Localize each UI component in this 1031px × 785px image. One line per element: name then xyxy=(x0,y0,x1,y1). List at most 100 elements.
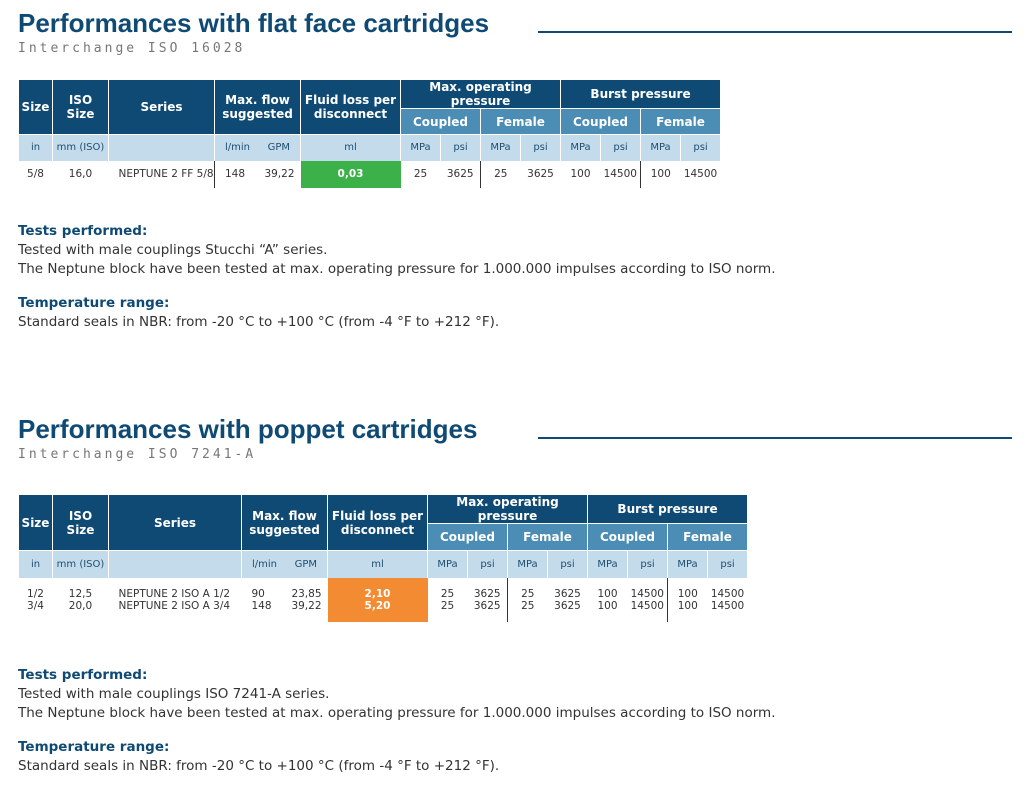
cell-fluid-loss: 0,03 xyxy=(300,160,401,188)
unit-in: in xyxy=(18,134,53,161)
unit-mpa: MPa xyxy=(507,550,548,578)
unit-gpm: GPM xyxy=(285,550,328,578)
header-series: Series xyxy=(108,494,242,551)
header-max-flow: Max. flow suggested xyxy=(241,494,328,551)
unit-mm: mm (ISO) xyxy=(52,134,109,161)
cell-iso: 20,0 xyxy=(68,599,93,612)
header-size: Size xyxy=(18,79,53,135)
unit-psi: psi xyxy=(467,550,508,578)
tests-heading: Tests performed: xyxy=(18,223,148,239)
section2-notes: Tests performed: Tested with male coupli… xyxy=(18,666,776,776)
cell-psi: 14500 xyxy=(710,599,745,612)
unit-lmin: l/min xyxy=(214,134,259,161)
cell-psi: 14500 xyxy=(627,577,669,600)
title-rule xyxy=(538,437,1012,439)
table-row: 5/8 16,0 NEPTUNE 2 FF 5/8 148 39,22 0,03… xyxy=(19,160,721,188)
header-iso-size: ISO Size xyxy=(52,494,109,551)
cell-mpa: 25 xyxy=(521,587,535,600)
header-max-flow: Max. flow suggested xyxy=(214,79,301,135)
unit-gpm: GPM xyxy=(258,134,301,161)
unit-psi: psi xyxy=(680,134,722,161)
cell-iso: 16,0 xyxy=(68,168,93,180)
section1-title: Performances with flat face cartridges xyxy=(18,8,490,38)
temperature-heading: Temperature range: xyxy=(18,295,170,311)
tests-line: Tested with male couplings ISO 7241-A se… xyxy=(18,686,330,702)
tests-line: The Neptune block have been tested at ma… xyxy=(18,705,776,721)
cell-psi: 3625 xyxy=(527,168,554,180)
cell-psi: 14500 xyxy=(600,160,642,188)
cell-mpa: 25 xyxy=(440,587,455,600)
cell-mpa: 25 xyxy=(521,599,535,612)
cell-size: 5/8 xyxy=(27,168,44,180)
unit-mm: mm (ISO) xyxy=(52,550,109,578)
cell-psi: 3625 xyxy=(467,577,508,600)
section2-title: Performances with poppet cartridges xyxy=(18,414,478,444)
temperature-line: Standard seals in NBR: from -20 °C to +1… xyxy=(18,314,500,330)
header-coupled: Coupled xyxy=(400,108,481,135)
unit-mpa: MPa xyxy=(640,134,682,161)
section2-subtitle: Interchange ISO 7241-A xyxy=(18,447,257,462)
cell-mpa: 25 xyxy=(413,168,428,180)
header-coupled: Coupled xyxy=(560,108,642,135)
table-row: 3/4 20,0 NEPTUNE 2 ISO A 3/4 148 39,22 5… xyxy=(19,599,748,622)
unit-psi: psi xyxy=(627,550,669,578)
cell-mpa: 100 xyxy=(597,587,618,600)
unit-mpa: MPa xyxy=(560,134,602,161)
tests-line: The Neptune block have been tested at ma… xyxy=(18,261,776,277)
cell-mpa: 25 xyxy=(440,599,455,612)
unit-lmin: l/min xyxy=(241,550,286,578)
cell-series: NEPTUNE 2 ISO A 3/4 xyxy=(118,599,231,612)
section1-subtitle: Interchange ISO 16028 xyxy=(18,41,246,56)
cell-size: 1/2 xyxy=(27,587,44,600)
unit-mpa: MPa xyxy=(400,134,441,161)
header-female: Female xyxy=(479,108,562,135)
table-row: 1/2 12,5 NEPTUNE 2 ISO A 1/2 90 23,85 2,… xyxy=(19,577,748,600)
unit-blank xyxy=(108,550,242,578)
cell-lmin: 90 xyxy=(251,587,265,600)
unit-psi: psi xyxy=(600,134,642,161)
cell-lmin: 148 xyxy=(225,168,246,180)
tests-heading: Tests performed: xyxy=(18,667,148,683)
unit-in: in xyxy=(18,550,53,578)
cell-fluid-loss: 2,10 xyxy=(327,577,428,600)
unit-psi: psi xyxy=(519,134,562,161)
unit-ml: ml xyxy=(327,550,428,578)
cell-gpm: 39,22 xyxy=(264,168,295,180)
poppet-table: Size ISO Size Series Max. flow suggested… xyxy=(18,494,749,622)
cell-series: NEPTUNE 2 ISO A 1/2 xyxy=(118,587,231,600)
cell-lmin: 148 xyxy=(251,599,272,612)
header-female: Female xyxy=(506,523,589,551)
cell-mpa: 100 xyxy=(650,168,671,180)
header-burst-pressure: Burst pressure xyxy=(587,494,749,524)
cell-psi: 3625 xyxy=(554,599,581,612)
unit-mpa: MPa xyxy=(587,550,629,578)
cell-mpa: 100 xyxy=(597,599,618,612)
temperature-heading: Temperature range: xyxy=(18,739,170,755)
cell-psi: 3625 xyxy=(467,599,508,622)
cell-mpa: 100 xyxy=(677,587,698,600)
cell-psi: 3625 xyxy=(440,160,481,188)
unit-psi: psi xyxy=(546,550,589,578)
cell-psi: 14500 xyxy=(710,587,745,600)
cell-mpa: 100 xyxy=(570,168,591,180)
header-female: Female xyxy=(667,523,749,551)
header-fluid-loss: Fluid loss per disconnect xyxy=(327,494,428,551)
section1-notes: Tests performed: Tested with male coupli… xyxy=(18,222,776,332)
cell-mpa: 100 xyxy=(677,599,698,612)
header-female: Female xyxy=(640,108,722,135)
header-burst-pressure: Burst pressure xyxy=(560,79,722,109)
temperature-line: Standard seals in NBR: from -20 °C to +1… xyxy=(18,758,500,774)
header-coupled: Coupled xyxy=(587,523,669,551)
title-rule xyxy=(538,31,1012,33)
header-coupled: Coupled xyxy=(427,523,508,551)
unit-ml: ml xyxy=(300,134,401,161)
cell-gpm: 39,22 xyxy=(291,599,322,612)
header-max-operating-pressure: Max. operating pressure xyxy=(426,494,589,524)
cell-psi: 14500 xyxy=(683,168,718,180)
unit-blank xyxy=(108,134,215,161)
cell-fluid-loss: 5,20 xyxy=(327,599,428,622)
cell-psi: 3625 xyxy=(554,587,581,600)
unit-psi: psi xyxy=(707,550,749,578)
header-max-operating-pressure: Max. operating pressure xyxy=(399,79,562,109)
unit-psi: psi xyxy=(440,134,481,161)
